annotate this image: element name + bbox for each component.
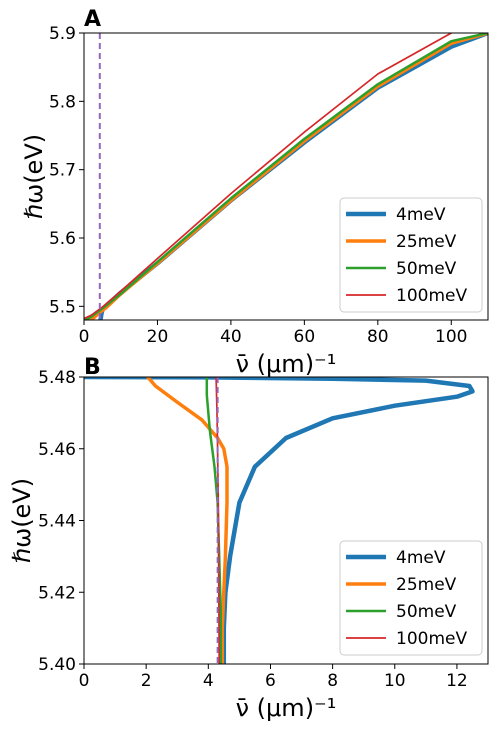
x-tick-label: 60 bbox=[294, 327, 316, 347]
panel-letter: A bbox=[84, 7, 101, 32]
y-tick-label: 5.8 bbox=[49, 92, 76, 112]
legend-label-50meV: 50meV bbox=[396, 602, 457, 622]
y-tick-label: 5.40 bbox=[38, 655, 76, 675]
plot-area bbox=[84, 377, 475, 664]
x-tick-label: 0 bbox=[79, 671, 90, 691]
y-tick-label: 5.5 bbox=[49, 297, 76, 317]
panel-letter: B bbox=[84, 355, 101, 380]
legend-label-4meV: 4meV bbox=[396, 548, 446, 568]
legend-box bbox=[339, 540, 483, 656]
x-tick-label: 0 bbox=[79, 327, 90, 347]
panel-a: 0 20 40 60 80 100 5.5 5.6 5.7 5.8 5.9 ν̄ (μm)⁻¹ ℏω(e… bbox=[20, 7, 489, 378]
y-tick-label: 5.44 bbox=[38, 512, 76, 532]
plot-area bbox=[84, 33, 488, 320]
panel-b: 0 2 4 6 8 10 12 5.40 5.42 5.44 5.46 5.48 ν̄ (μm)⁻¹ ℏω… bbox=[8, 355, 489, 722]
series-line-100meV bbox=[84, 33, 453, 320]
axes-frame bbox=[83, 32, 489, 321]
y-tick-label: 5.7 bbox=[49, 161, 76, 181]
x-tick-label: 20 bbox=[147, 327, 169, 347]
legend-label-100meV: 100meV bbox=[396, 629, 467, 649]
x-tick-label: 4 bbox=[203, 671, 214, 691]
x-tick-label: 12 bbox=[446, 671, 468, 691]
y-tick-label: 5.48 bbox=[38, 368, 76, 388]
y-axis-label: ℏω(eV) bbox=[8, 478, 36, 563]
series-line-50meV bbox=[84, 33, 488, 320]
legend-label-50meV: 50meV bbox=[396, 259, 457, 279]
legend-label-100meV: 100meV bbox=[396, 286, 467, 306]
x-tick-label: 80 bbox=[367, 327, 389, 347]
legend-label-25meV: 25meV bbox=[396, 575, 457, 595]
x-axis-label: ν̄ (μm)⁻¹ bbox=[236, 350, 337, 378]
x-axis-label: ν̄ (μm)⁻¹ bbox=[236, 694, 337, 722]
series-line-25meV bbox=[145, 377, 229, 664]
x-tick-label: 40 bbox=[220, 327, 242, 347]
y-tick-label: 5.46 bbox=[38, 440, 76, 460]
x-tick-label: 10 bbox=[384, 671, 406, 691]
series-line-25meV bbox=[89, 33, 488, 320]
legend-label-4meV: 4meV bbox=[396, 205, 446, 225]
legend-box bbox=[339, 197, 483, 313]
y-tick-label: 5.6 bbox=[49, 229, 76, 249]
x-tick-label: 100 bbox=[435, 327, 467, 347]
x-tick-label: 6 bbox=[265, 671, 276, 691]
legend-label-25meV: 25meV bbox=[396, 232, 457, 252]
legend: 4meV 25meV 50meV 100meV bbox=[339, 197, 483, 313]
y-axis-label: ℏω(eV) bbox=[20, 134, 48, 219]
legend: 4meV 25meV 50meV 100meV bbox=[339, 540, 483, 656]
y-tick-label: 5.42 bbox=[38, 583, 76, 603]
y-tick-label: 5.9 bbox=[49, 24, 76, 44]
series-line-4meV bbox=[84, 377, 475, 664]
x-tick-label: 8 bbox=[327, 671, 338, 691]
series-line-50meV bbox=[205, 377, 222, 664]
x-tick-label: 2 bbox=[141, 671, 152, 691]
